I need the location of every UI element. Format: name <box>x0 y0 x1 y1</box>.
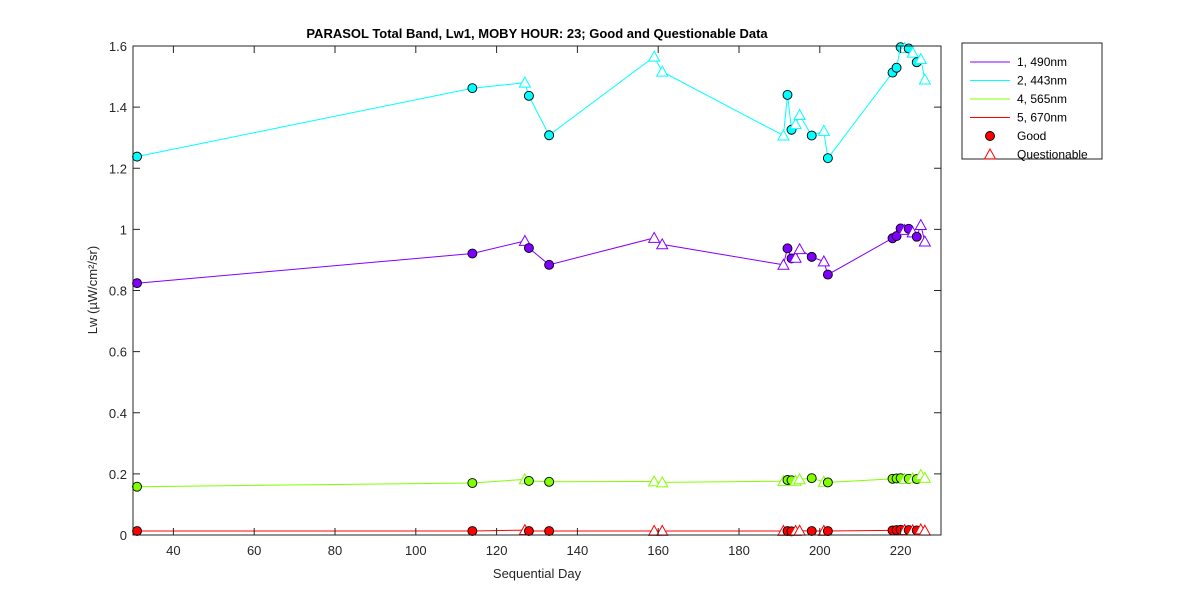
legend-label: 5, 670nm <box>1017 111 1067 125</box>
questionable-point <box>655 237 669 250</box>
chart-title: PARASOL Total Band, Lw1, MOBY HOUR: 23; … <box>306 26 768 41</box>
questionable-point <box>789 251 802 263</box>
good-point <box>782 243 793 254</box>
good-point <box>822 269 833 280</box>
legend-label: 4, 565nm <box>1017 92 1067 106</box>
x-tick-label: 40 <box>166 543 180 558</box>
questionable-point <box>647 474 661 487</box>
good-point <box>891 62 902 73</box>
questionable-point <box>647 231 661 243</box>
x-tick-label: 160 <box>647 543 669 558</box>
good-point <box>544 259 555 270</box>
x-tick-label: 180 <box>728 543 750 558</box>
y-tick-label: 0.6 <box>109 345 127 360</box>
legend-label: 2, 443nm <box>1017 74 1067 88</box>
x-tick-label: 200 <box>809 543 831 558</box>
x-tick-label: 220 <box>890 543 912 558</box>
legend-good-marker <box>985 131 995 141</box>
questionable-point <box>793 472 806 485</box>
good-point <box>467 83 478 94</box>
good-point <box>782 89 793 100</box>
good-point <box>467 526 478 536</box>
legend-questionable-marker <box>983 147 997 160</box>
y-tick-label: 1.6 <box>109 39 127 54</box>
good-point <box>806 526 817 536</box>
y-axis-label: Lw (µW/cm²/sr) <box>85 246 100 334</box>
questionable-point <box>918 73 932 85</box>
questionable-point <box>918 471 932 483</box>
x-tick-label: 80 <box>328 543 342 558</box>
y-tick-label: 0.2 <box>109 467 127 482</box>
plot-area <box>132 41 942 537</box>
y-ticks: 0 0.2 0.4 0.6 0.8 1 1.2 1.4 1.6 <box>109 39 941 543</box>
good-point <box>467 478 478 488</box>
good-point <box>822 477 833 488</box>
x-axis-label: Sequential Day <box>493 566 582 581</box>
y-tick-label: 1.2 <box>109 161 127 176</box>
good-point <box>132 526 142 536</box>
good-point <box>806 473 817 484</box>
x-tick-label: 60 <box>247 543 261 558</box>
legend-label: Questionable <box>1017 148 1088 162</box>
y-tick-label: 0.8 <box>109 284 127 299</box>
legend-label: Good <box>1017 129 1046 143</box>
good-point <box>132 278 142 289</box>
axes-background <box>133 46 941 535</box>
good-point <box>544 130 555 141</box>
good-point <box>806 251 817 262</box>
questionable-point <box>914 52 928 65</box>
good-point <box>523 90 534 101</box>
x-tick-label: 120 <box>486 543 508 558</box>
questionable-point <box>777 258 790 270</box>
y-tick-label: 0 <box>120 528 127 543</box>
good-point <box>467 248 478 259</box>
questionable-point <box>518 76 532 88</box>
questionable-point <box>817 254 831 267</box>
good-point <box>132 481 142 492</box>
good-point <box>132 151 142 162</box>
y-tick-label: 1.4 <box>109 100 127 115</box>
questionable-point <box>655 65 669 77</box>
series-layer <box>132 41 932 537</box>
x-tick-label: 100 <box>405 543 427 558</box>
good-point <box>523 243 534 253</box>
good-point <box>544 526 555 536</box>
questionable-point <box>647 50 661 62</box>
questionable-point <box>817 124 831 136</box>
good-point <box>806 130 817 141</box>
good-point <box>911 231 922 242</box>
questionable-point <box>789 117 802 130</box>
questionable-point <box>655 475 669 488</box>
good-point <box>822 153 833 164</box>
y-tick-label: 0.4 <box>109 406 127 421</box>
good-point <box>891 231 902 242</box>
legend-label: 1, 490nm <box>1017 55 1067 69</box>
y-tick-label: 1 <box>120 222 127 237</box>
good-point <box>523 475 534 486</box>
x-ticks: 40 60 80 100 120 140 160 180 200 220 <box>166 46 911 558</box>
questionable-point <box>918 235 932 247</box>
x-tick-label: 140 <box>567 543 589 558</box>
legend: 1, 490nm 2, 443nm 4, 565nm 5, 670nm Good Ques… <box>961 42 1103 162</box>
questionable-point <box>777 129 790 141</box>
good-point <box>544 476 555 487</box>
good-point <box>523 526 534 536</box>
questionable-point <box>793 108 806 120</box>
good-point <box>822 526 833 536</box>
questionable-point <box>914 218 928 230</box>
questionable-point <box>793 242 806 255</box>
questionable-point <box>906 46 920 58</box>
